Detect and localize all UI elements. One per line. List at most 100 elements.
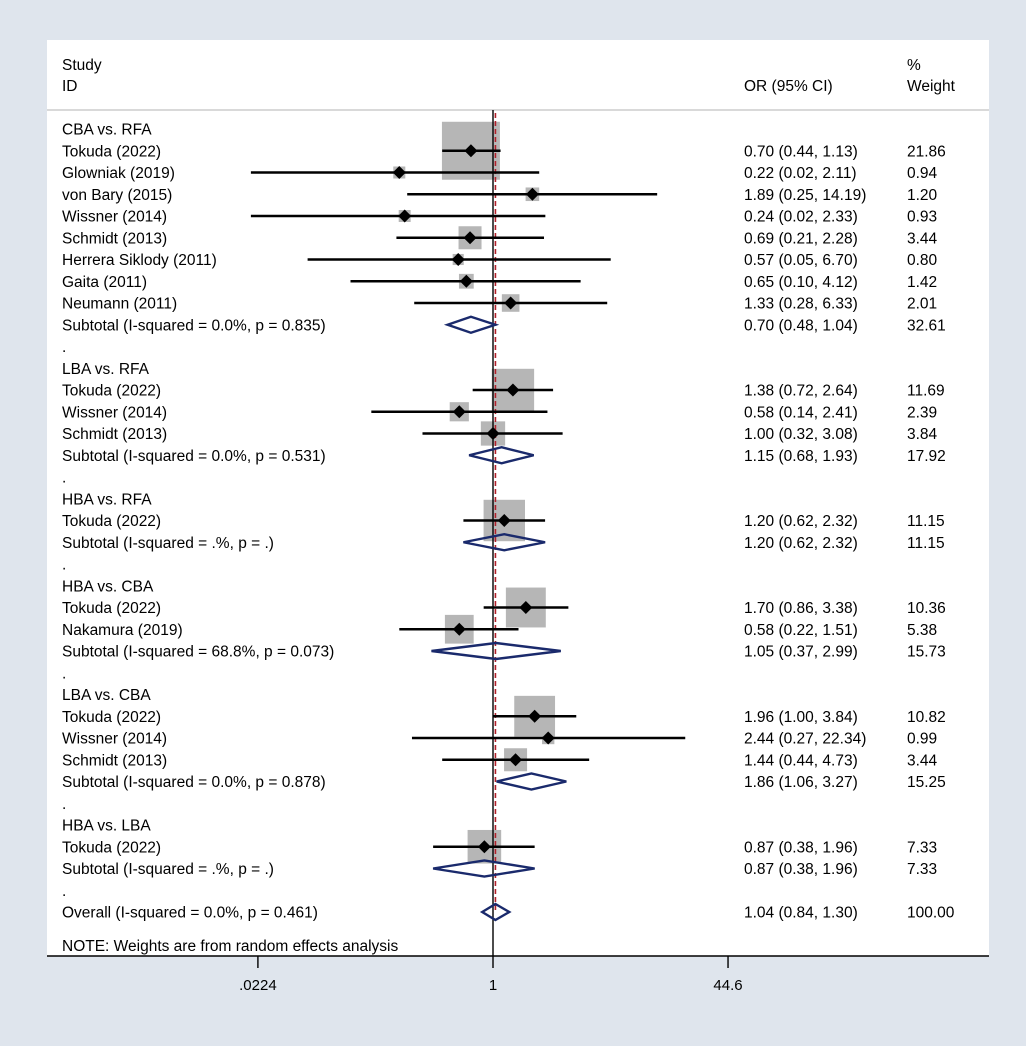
row-label: . — [62, 883, 66, 900]
row-label: Overall (I-squared = 0.0%, p = 0.461) — [62, 905, 318, 922]
pooled-diamond — [479, 902, 512, 922]
row-label: Wissner (2014) — [62, 404, 167, 421]
weight-label: 10.36 — [907, 600, 946, 617]
row-label: . — [62, 557, 66, 574]
row-label: CBA vs. RFA — [62, 122, 152, 139]
study-marks — [250, 144, 686, 922]
point-estimate — [452, 622, 466, 636]
row-label: Herrera Siklody (2011) — [62, 252, 217, 269]
point-estimate — [504, 296, 518, 310]
or-ci-label: 0.87 (0.38, 1.96) — [744, 839, 858, 856]
weight-label: 1.20 — [907, 187, 938, 204]
row-label: Tokuda (2022) — [62, 600, 161, 617]
pooled-diamond — [463, 533, 546, 552]
or-ci-label: 1.33 (0.28, 6.33) — [744, 296, 858, 313]
plot-background — [47, 40, 989, 956]
or-ci-label: 0.70 (0.44, 1.13) — [744, 143, 858, 160]
row-label: Glowniak (2019) — [62, 165, 175, 182]
point-estimate — [506, 383, 520, 397]
pooled-diamond — [432, 859, 535, 878]
weight-label: 10.82 — [907, 709, 946, 726]
weight-label: 11.15 — [907, 513, 945, 530]
weight-label: 3.44 — [907, 752, 938, 769]
weight-label: 1.42 — [907, 274, 937, 291]
or-ci-label: 2.44 (0.27, 22.34) — [744, 731, 866, 748]
row-label: Nakamura (2019) — [62, 622, 183, 639]
weight-label: 100.00 — [907, 905, 955, 922]
row-label: . — [62, 339, 66, 356]
row-label: Schmidt (2013) — [62, 426, 167, 443]
or-ci-label: 0.70 (0.48, 1.04) — [744, 317, 858, 334]
row-label: HBA vs. RFA — [62, 491, 152, 508]
row-label: HBA vs. CBA — [62, 578, 154, 595]
row-label: Schmidt (2013) — [62, 752, 167, 769]
pooled-diamond — [443, 315, 500, 335]
point-estimate — [519, 601, 533, 614]
or-ci-label: 1.38 (0.72, 2.64) — [744, 383, 858, 400]
row-label: Wissner (2014) — [62, 209, 167, 226]
header-id: ID — [62, 78, 78, 95]
row-label: Subtotal (I-squared = .%, p = .) — [62, 861, 274, 878]
row-label: Subtotal (I-squared = 0.0%, p = 0.878) — [62, 774, 326, 791]
or-ci-label: 1.04 (0.84, 1.30) — [744, 905, 858, 922]
row-label: . — [62, 665, 66, 682]
pooled-diamond — [431, 641, 561, 661]
weight-label: 11.15 — [907, 535, 945, 552]
row-label: LBA vs. RFA — [62, 361, 150, 378]
reference-lines — [492, 110, 497, 956]
or-ci-label: 0.24 (0.02, 2.33) — [744, 209, 858, 226]
point-estimate — [528, 709, 542, 723]
row-label: Wissner (2014) — [62, 731, 167, 748]
weight-label: 3.44 — [907, 230, 938, 247]
row-label: Subtotal (I-squared = 0.0%, p = 0.835) — [62, 317, 326, 334]
weight-label: 7.33 — [907, 839, 937, 856]
or-ci-label: 1.00 (0.32, 3.08) — [744, 426, 858, 443]
or-ci-label: 0.22 (0.02, 2.11) — [744, 165, 857, 182]
or-ci-label: 1.05 (0.37, 2.99) — [744, 644, 858, 661]
x-tick-label: 1 — [489, 977, 497, 994]
weight-label: 2.39 — [907, 404, 937, 421]
or-ci-label: 1.70 (0.86, 3.38) — [744, 600, 858, 617]
x-tick-label: 44.6 — [713, 977, 742, 994]
pooled-diamond — [468, 446, 534, 465]
row-label: Neumann (2011) — [62, 296, 177, 313]
header-weight: Weight — [907, 78, 956, 95]
weight-label: 7.33 — [907, 861, 937, 878]
weight-label: 2.01 — [907, 296, 937, 313]
weight-label: 0.93 — [907, 209, 937, 226]
or-ci-label: 0.65 (0.10, 4.12) — [744, 274, 858, 291]
row-label: Tokuda (2022) — [62, 513, 161, 530]
or-ci-label: 1.86 (1.06, 3.27) — [744, 774, 858, 791]
point-estimate — [452, 405, 466, 419]
or-ci-label: 1.15 (0.68, 1.93) — [744, 448, 858, 465]
point-estimate — [463, 231, 477, 245]
x-tick-label: .0224 — [239, 977, 277, 994]
row-label: Schmidt (2013) — [62, 230, 167, 247]
pooled-diamond — [496, 772, 567, 791]
weight-label: 17.92 — [907, 448, 946, 465]
point-estimate — [451, 253, 465, 266]
or-ci-label: 1.96 (1.00, 3.84) — [744, 709, 858, 726]
row-labels: CBA vs. RFA Tokuda (2022) 0.70 (0.44, 1.13… — [62, 122, 955, 922]
weight-label: 0.80 — [907, 252, 938, 269]
row-label: HBA vs. LBA — [62, 818, 151, 835]
row-label: Tokuda (2022) — [62, 143, 161, 160]
row-label: Subtotal (I-squared = 0.0%, p = 0.531) — [62, 448, 326, 465]
point-estimate — [486, 427, 500, 440]
or-ci-label: 1.20 (0.62, 2.32) — [744, 513, 858, 530]
weight-label: 15.73 — [907, 644, 946, 661]
point-estimate — [497, 514, 511, 527]
x-axis: .0224 1 44.6 — [47, 955, 989, 994]
row-label: Tokuda (2022) — [62, 839, 161, 856]
weight-label: 0.94 — [907, 165, 938, 182]
point-estimate — [477, 840, 491, 854]
weight-label: 5.38 — [907, 622, 937, 639]
weight-label: 15.25 — [907, 774, 946, 791]
point-estimate — [459, 274, 473, 288]
row-label: . — [62, 470, 66, 487]
or-ci-label: 1.44 (0.44, 4.73) — [744, 752, 858, 769]
or-ci-label: 0.57 (0.05, 6.70) — [744, 252, 858, 269]
or-ci-label: 0.58 (0.22, 1.51) — [744, 622, 858, 639]
point-estimate — [464, 144, 478, 158]
